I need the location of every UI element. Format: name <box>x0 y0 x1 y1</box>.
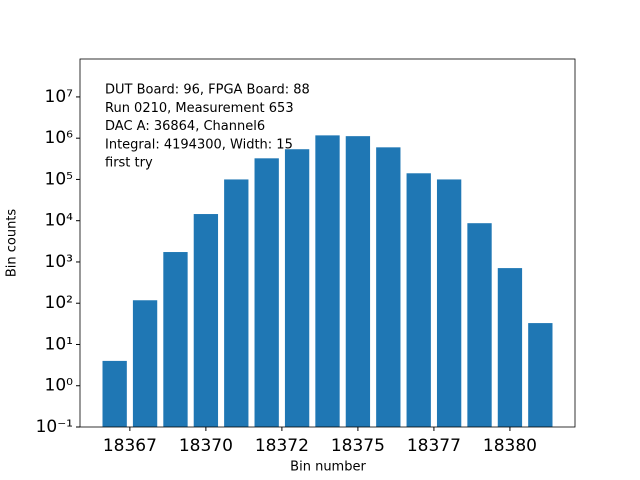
bar <box>315 135 340 428</box>
bar <box>406 173 431 427</box>
y-tick-label: 10⁴ <box>45 211 74 231</box>
x-tick-label: 18367 <box>103 436 157 456</box>
annotation: DAC A: 36864, Channel6 <box>105 119 265 134</box>
y-tick-label: 10³ <box>45 252 73 272</box>
bar <box>102 360 127 427</box>
x-tick-label: 18377 <box>407 436 461 456</box>
y-tick-label: 10⁶ <box>45 128 74 148</box>
bar <box>193 214 219 427</box>
bar <box>284 149 310 428</box>
x-tick-label: 18372 <box>255 436 309 456</box>
x-axis-label: Bin number <box>290 460 366 475</box>
y-tick-label: 10⁷ <box>45 87 74 107</box>
y-tick-label: 10⁵ <box>45 169 73 189</box>
bar <box>224 179 249 427</box>
x-tick-label: 18375 <box>331 436 385 456</box>
y-tick-label: 10⁰ <box>45 376 74 396</box>
bar <box>497 268 523 427</box>
plot-frame <box>79 58 576 428</box>
bar <box>467 223 492 427</box>
y-tick-label: 10¹ <box>45 334 73 354</box>
bar <box>132 300 158 427</box>
bar <box>528 323 553 427</box>
y-axis-label: Bin counts <box>5 209 20 278</box>
bar <box>436 179 462 427</box>
bar <box>376 147 401 428</box>
x-tick-label: 18380 <box>483 436 537 456</box>
y-tick-label: 10⁻¹ <box>36 417 73 437</box>
annotation: Integral: 4194300, Width: 15 <box>105 137 293 152</box>
annotation: first try <box>105 156 153 171</box>
annotation: Run 0210, Measurement 653 <box>105 101 294 116</box>
bar <box>345 136 371 427</box>
bar <box>254 158 279 427</box>
bar <box>163 252 188 427</box>
y-tick-label: 10² <box>45 293 73 313</box>
x-tick-label: 18370 <box>179 436 233 456</box>
annotation: DUT Board: 96, FPGA Board: 88 <box>105 83 310 98</box>
